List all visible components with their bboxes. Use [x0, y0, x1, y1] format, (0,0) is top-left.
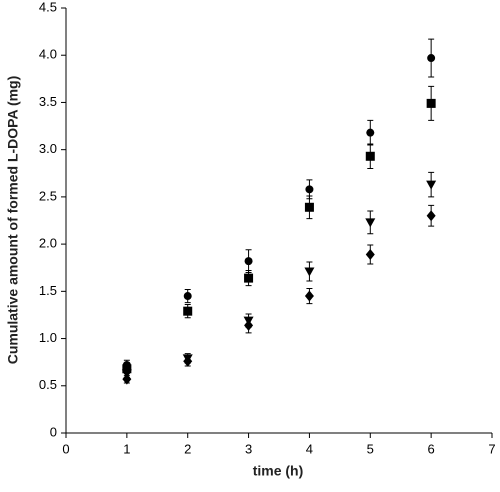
point	[122, 364, 132, 374]
point	[244, 257, 253, 266]
y-tick-label: 3.5	[39, 94, 57, 109]
y-axis-title: Cumulative amount of formed L-DOPA (mg)	[5, 76, 21, 365]
y-tick-label: 2.5	[39, 188, 57, 203]
point	[365, 218, 376, 228]
x-tick-label: 3	[245, 441, 252, 456]
point	[183, 292, 192, 301]
point	[426, 180, 437, 190]
x-tick-label: 0	[62, 441, 69, 456]
x-tick-label: 1	[123, 441, 130, 456]
point	[304, 202, 314, 212]
x-tick-label: 6	[428, 441, 435, 456]
x-tick-label: 5	[367, 441, 374, 456]
point	[304, 267, 315, 277]
point	[183, 355, 193, 367]
x-tick-label: 4	[306, 441, 313, 456]
x-tick-label: 2	[184, 441, 191, 456]
point	[365, 249, 375, 260]
point	[183, 306, 193, 316]
y-tick-label: 4.0	[39, 47, 57, 62]
x-tick-label: 7	[488, 441, 495, 456]
point	[305, 185, 314, 194]
point	[427, 54, 436, 63]
y-tick-label: 2.0	[39, 236, 57, 251]
point	[304, 290, 314, 302]
y-tick-label: 1.0	[39, 330, 57, 345]
point	[426, 98, 436, 108]
point	[244, 319, 254, 331]
point	[366, 128, 375, 137]
x-axis-title: time (h)	[253, 463, 304, 479]
y-tick-label: 0	[50, 424, 57, 439]
y-tick-label: 1.5	[39, 283, 57, 298]
point	[122, 373, 132, 385]
y-tick-label: 0.5	[39, 377, 57, 392]
y-tick-label: 4.5	[39, 0, 57, 14]
point	[244, 273, 254, 283]
y-tick-label: 3.0	[39, 141, 57, 156]
point	[365, 151, 375, 161]
point	[426, 210, 436, 222]
